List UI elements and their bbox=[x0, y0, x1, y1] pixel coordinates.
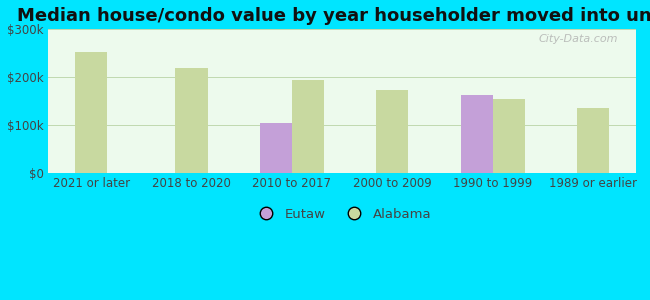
Bar bbox=[176, 68, 207, 172]
Bar bbox=[577, 108, 609, 172]
Bar bbox=[376, 90, 408, 172]
Bar bbox=[260, 123, 292, 172]
Bar bbox=[292, 80, 324, 172]
Text: City-Data.com: City-Data.com bbox=[539, 34, 618, 44]
Bar bbox=[75, 52, 107, 172]
Title: Median house/condo value by year householder moved into unit: Median house/condo value by year househo… bbox=[18, 7, 650, 25]
Bar bbox=[460, 95, 493, 172]
Bar bbox=[493, 99, 525, 172]
Legend: Eutaw, Alabama: Eutaw, Alabama bbox=[248, 203, 437, 226]
